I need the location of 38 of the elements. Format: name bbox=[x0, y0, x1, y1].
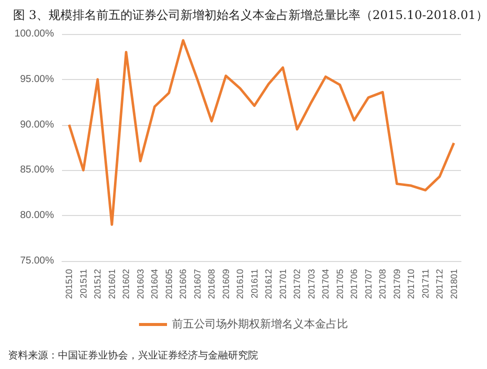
x-tick-label: 201604 bbox=[150, 269, 160, 300]
legend-label: 前五公司场外期权新增名义本金占比 bbox=[172, 318, 348, 330]
x-tick-label: 201607 bbox=[192, 269, 202, 300]
x-tick-label: 201709 bbox=[392, 269, 402, 300]
x-tick-label: 201602 bbox=[121, 269, 132, 300]
x-tick-label: 201705 bbox=[334, 269, 345, 300]
x-tick-label: 201702 bbox=[292, 269, 302, 300]
x-tick-label: 201712 bbox=[434, 269, 445, 300]
x-tick-label: 201601 bbox=[106, 269, 117, 300]
x-tick-label: 201707 bbox=[363, 269, 374, 300]
x-tick-label: 201708 bbox=[378, 269, 388, 300]
y-tick-label: 80.00% bbox=[20, 210, 54, 222]
line-series bbox=[68, 39, 456, 226]
y-tick-label: 95.00% bbox=[20, 74, 54, 85]
x-tick-label: 201609 bbox=[220, 269, 231, 300]
x-tick-label: 201710 bbox=[406, 269, 416, 300]
x-tick-label: 201701 bbox=[278, 269, 288, 300]
x-tick-label: 201611 bbox=[249, 269, 260, 298]
chart-title: 图 3、规模排名前五的证券公司新增初始名义本金占新增总量比率（2015.10-2018.01） bbox=[13, 8, 487, 22]
x-tick-label: 201711 bbox=[420, 269, 430, 298]
text: 资料来源：中国证券业协会，兴业证券经济与金融研究院 bbox=[8, 350, 258, 362]
y-tick-label: 75.00% bbox=[20, 256, 54, 266]
x-tick-label: 201704 bbox=[320, 269, 331, 300]
x-tick-label: 201801 bbox=[448, 269, 459, 300]
x-tick-label: 201706 bbox=[349, 269, 360, 300]
y-tick-label: 100.00% bbox=[14, 28, 54, 40]
x-tick-label: 201703 bbox=[306, 269, 316, 300]
x-tick-label: 201510 bbox=[64, 269, 74, 300]
x-tick-label: 201605 bbox=[164, 269, 174, 300]
y-tick-label: 85.00% bbox=[20, 164, 54, 176]
x-tick-label: 201606 bbox=[178, 269, 188, 300]
x-tick-label: 201512 bbox=[92, 269, 103, 300]
x-tick-label: 201603 bbox=[135, 269, 146, 300]
x-tick-label: 201511 bbox=[78, 269, 88, 298]
x-tick-label: 201610 bbox=[235, 269, 246, 300]
x-tick-label: 201608 bbox=[206, 269, 217, 300]
x-tick-label: 201612 bbox=[264, 269, 274, 300]
y-tick-label: 90.00% bbox=[20, 119, 54, 130]
